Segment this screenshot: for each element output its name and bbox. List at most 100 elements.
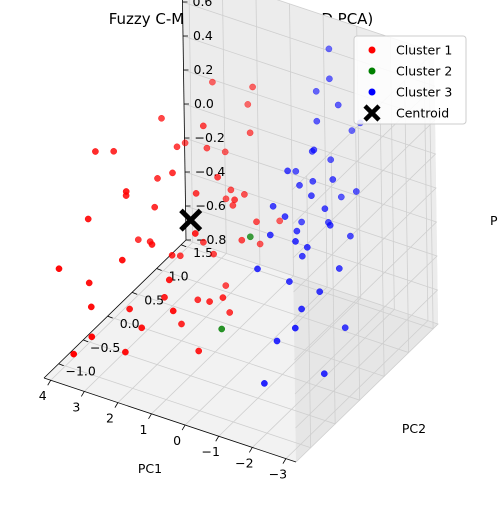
x-tick-label: 2 bbox=[106, 411, 114, 426]
grid-line-z bbox=[185, 239, 439, 463]
y-tick-mark bbox=[83, 339, 89, 343]
data-point bbox=[84, 215, 92, 223]
data-point bbox=[126, 305, 133, 313]
data-point bbox=[110, 147, 118, 155]
data-point bbox=[178, 320, 185, 328]
data-point bbox=[169, 307, 177, 315]
y-axis-line bbox=[43, 239, 187, 379]
x-tick-label: −2 bbox=[235, 455, 253, 470]
grid-line-z bbox=[183, 69, 437, 293]
data-point bbox=[293, 227, 301, 235]
data-point bbox=[313, 117, 321, 125]
data-point bbox=[276, 217, 284, 225]
legend-marker bbox=[368, 88, 376, 96]
data-point bbox=[122, 348, 129, 356]
data-point bbox=[298, 218, 305, 226]
x-axis-line bbox=[43, 377, 297, 463]
data-point bbox=[88, 333, 96, 341]
data-point bbox=[221, 148, 229, 156]
y-tick-mark bbox=[58, 363, 64, 367]
data-point bbox=[200, 238, 207, 246]
data-point bbox=[192, 190, 200, 197]
data-point bbox=[227, 186, 235, 194]
centroid-x-shape bbox=[179, 208, 203, 232]
data-point bbox=[238, 236, 246, 244]
data-point bbox=[151, 203, 159, 211]
y-tick-label: 0.0 bbox=[120, 316, 140, 331]
data-point bbox=[347, 232, 354, 240]
z-tick-label: −0.8 bbox=[196, 232, 226, 247]
data-point bbox=[269, 202, 277, 210]
data-point bbox=[191, 230, 199, 237]
data-point bbox=[244, 101, 252, 108]
data-point bbox=[273, 337, 281, 345]
z-tick-label: 0.6 bbox=[193, 0, 213, 9]
data-point bbox=[321, 205, 329, 213]
legend-marker-centroid bbox=[363, 104, 381, 122]
data-point bbox=[70, 350, 78, 358]
data-point bbox=[146, 238, 154, 245]
data-point bbox=[222, 195, 230, 203]
data-point bbox=[229, 202, 237, 209]
data-point bbox=[312, 87, 320, 95]
legend-label: Centroid bbox=[396, 106, 449, 121]
legend-label: Cluster 2 bbox=[396, 64, 452, 79]
data-point bbox=[154, 175, 161, 182]
x-tick-label: 4 bbox=[39, 388, 47, 403]
y-tick-label: 0.5 bbox=[144, 292, 164, 307]
x-tick-mark bbox=[181, 424, 186, 431]
data-point bbox=[138, 324, 146, 332]
data-point bbox=[296, 181, 303, 189]
data-point bbox=[334, 101, 342, 109]
data-point bbox=[337, 193, 345, 201]
data-point bbox=[85, 279, 93, 287]
grid-line-z bbox=[183, 103, 437, 327]
data-point bbox=[309, 177, 317, 185]
data-point bbox=[327, 156, 335, 164]
data-point bbox=[194, 296, 202, 304]
data-point bbox=[341, 324, 349, 332]
data-point bbox=[303, 243, 311, 251]
z-axis-label: P bbox=[490, 213, 498, 228]
x-tick-mark bbox=[215, 436, 220, 442]
x-tick-label: −3 bbox=[269, 467, 287, 482]
data-point bbox=[199, 122, 207, 130]
data-point bbox=[325, 219, 332, 226]
data-point bbox=[118, 256, 126, 264]
data-points bbox=[55, 45, 364, 387]
data-point bbox=[254, 265, 261, 273]
data-point bbox=[231, 196, 238, 204]
legend-label: Cluster 1 bbox=[396, 43, 452, 58]
z-tick-label: 0.2 bbox=[194, 62, 214, 77]
legend-box bbox=[353, 35, 467, 125]
data-point bbox=[226, 309, 234, 316]
data-point bbox=[158, 114, 165, 122]
data-point bbox=[308, 148, 316, 155]
data-point bbox=[253, 218, 260, 226]
data-point bbox=[206, 298, 213, 305]
y-tick-mark bbox=[107, 315, 113, 319]
x-tick-label: −1 bbox=[202, 444, 220, 459]
data-point bbox=[173, 143, 181, 151]
data-point bbox=[122, 192, 130, 199]
y-tick-label: 1.5 bbox=[193, 245, 213, 260]
data-point bbox=[335, 265, 343, 272]
data-point bbox=[286, 278, 293, 285]
x-axis-label: PC1 bbox=[138, 461, 162, 476]
x-tick-label: 3 bbox=[72, 399, 80, 414]
data-point bbox=[246, 129, 254, 137]
data-point bbox=[326, 75, 333, 83]
data-point bbox=[181, 139, 189, 147]
x-tick-mark bbox=[80, 391, 85, 397]
legend: Cluster 1 Cluster 2 Cluster 3 Centroid bbox=[353, 35, 467, 125]
data-point bbox=[261, 380, 268, 387]
data-point bbox=[348, 127, 356, 134]
data-point bbox=[210, 250, 217, 258]
legend-marker bbox=[368, 46, 376, 54]
data-point bbox=[292, 167, 300, 175]
data-point bbox=[281, 213, 289, 220]
data-point bbox=[352, 188, 360, 195]
y-tick-label: −1.0 bbox=[66, 364, 96, 379]
x-tick-mark bbox=[148, 413, 152, 420]
